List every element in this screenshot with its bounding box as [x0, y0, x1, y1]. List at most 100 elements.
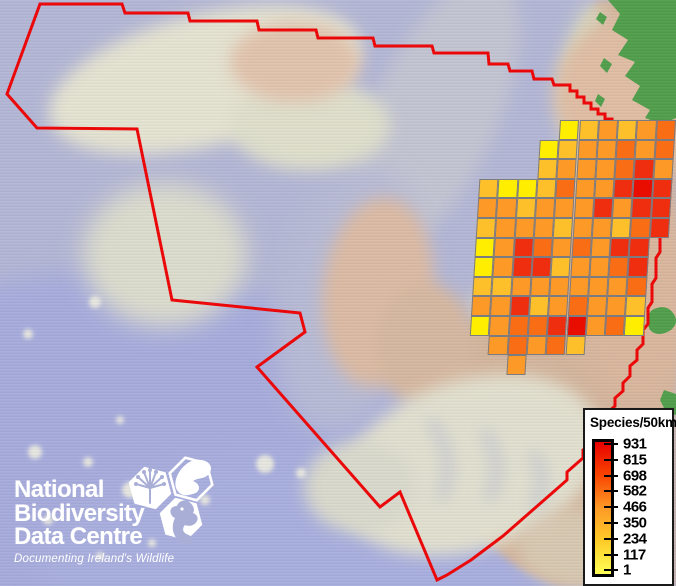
- grid-cell: [634, 139, 656, 160]
- legend-value: 234: [623, 530, 647, 548]
- bank-summit: [230, 22, 360, 102]
- logo-line2: Biodiversity: [14, 499, 145, 527]
- grid-cell: [578, 120, 599, 140]
- grid-cell: [552, 218, 574, 238]
- grid-cell: [556, 159, 578, 179]
- grid-cell: [614, 159, 635, 179]
- grid-cell: [596, 139, 617, 160]
- grid-cell: [548, 296, 569, 316]
- grid-cell: [471, 296, 492, 316]
- grid-cell: [514, 218, 535, 238]
- shelf-boundary-line: [5, 2, 666, 583]
- grid-cell: [610, 218, 632, 238]
- grid-cell: [636, 120, 657, 140]
- legend-value: 117: [623, 546, 646, 564]
- logo-line3: Data Centre: [14, 523, 143, 550]
- grid-cell: [633, 159, 655, 179]
- plant-icon: [128, 466, 172, 510]
- grid-cell: [549, 276, 570, 297]
- grid-cell: [550, 257, 572, 277]
- grid-cell: [536, 178, 557, 199]
- legend-title: Species/50km: [590, 415, 676, 430]
- grid-cell: [538, 139, 559, 160]
- grid-cell: [551, 237, 573, 258]
- legend-tick: [604, 474, 618, 477]
- grid-cell: [585, 316, 607, 336]
- grid-cell: [607, 276, 628, 297]
- grid-cell: [515, 198, 537, 218]
- grid-cell: [558, 120, 580, 140]
- canyon-region: [304, 441, 416, 533]
- grid-cell: [532, 237, 553, 258]
- legend-tick: [604, 537, 618, 540]
- grid-cell: [526, 335, 548, 356]
- grid-cell: [516, 178, 538, 199]
- legend-value: 350: [623, 514, 647, 532]
- bank-region: [83, 183, 247, 327]
- legend-tick: [604, 553, 618, 556]
- grid-cell: [651, 178, 673, 199]
- grid-cell: [571, 237, 592, 258]
- grid-cell: [649, 218, 670, 238]
- grid-cell: [527, 316, 549, 336]
- grid-cell: [612, 198, 633, 218]
- grid-cell: [653, 159, 674, 179]
- logo-tagline: Documenting Ireland's Wildlife: [14, 552, 175, 565]
- grid-cell: [478, 178, 499, 199]
- legend-tick: [604, 569, 618, 572]
- grid-cell: [545, 335, 567, 356]
- grid-cell: [506, 355, 527, 375]
- grid-cell: [531, 257, 552, 277]
- grid-cell: [631, 198, 652, 218]
- legend-value: 815: [623, 451, 647, 469]
- grid-cell: [588, 276, 609, 297]
- grid-cell: [650, 198, 672, 218]
- grid-cell: [569, 257, 591, 277]
- grid-cell: [528, 296, 550, 316]
- grid-cell: [512, 257, 533, 277]
- grid-cell: [567, 296, 589, 316]
- logo-line1: National: [14, 476, 104, 503]
- grid-cell: [489, 316, 510, 336]
- grid-cell: [508, 316, 529, 336]
- nbdc-logo-hexagons: [128, 456, 214, 544]
- grid-cell: [632, 178, 654, 199]
- grid-cell: [554, 198, 575, 218]
- grid-cell: [608, 257, 629, 277]
- grid-cell: [573, 198, 595, 218]
- legend-scale: 931 815 698 582 466 350 234 117 1: [604, 435, 672, 579]
- grid-cell: [490, 296, 511, 316]
- grid-cell: [606, 296, 627, 316]
- grid-cell: [590, 237, 611, 258]
- grid-cell: [594, 178, 615, 199]
- legend-tick: [604, 458, 618, 461]
- grid-cell: [474, 237, 496, 258]
- legend-value: 931: [623, 435, 647, 453]
- grid-cell: [510, 276, 532, 297]
- grid-cell: [557, 139, 579, 160]
- grid-cell: [604, 316, 626, 336]
- grid-cell: [575, 159, 597, 179]
- grid-cell: [655, 120, 676, 140]
- grid-cell: [472, 276, 493, 297]
- grid-cell: [589, 257, 610, 277]
- seamounts: [23, 296, 306, 560]
- grid-cell: [491, 276, 513, 297]
- nbdc-logo: National Biodiversity Data Centre Docume…: [14, 478, 229, 565]
- grid-cell: [555, 178, 576, 199]
- legend-tick: [604, 443, 618, 445]
- legend-value: 582: [623, 482, 647, 500]
- butterfly-icon: [168, 456, 214, 502]
- legend: Species/50km 931 815 698 582 466 350 234 117 1: [583, 408, 676, 586]
- grid-cell: [572, 218, 593, 238]
- grid-cell: [497, 178, 518, 199]
- grid-cell: [613, 178, 634, 199]
- grid-cell: [469, 316, 491, 336]
- grid-cell: [492, 257, 514, 277]
- grid-cell: [568, 276, 590, 297]
- grid-cell: [595, 159, 616, 179]
- seahorse-icon: [159, 497, 203, 544]
- grid-cell: [616, 120, 638, 140]
- legend-tick: [604, 490, 618, 493]
